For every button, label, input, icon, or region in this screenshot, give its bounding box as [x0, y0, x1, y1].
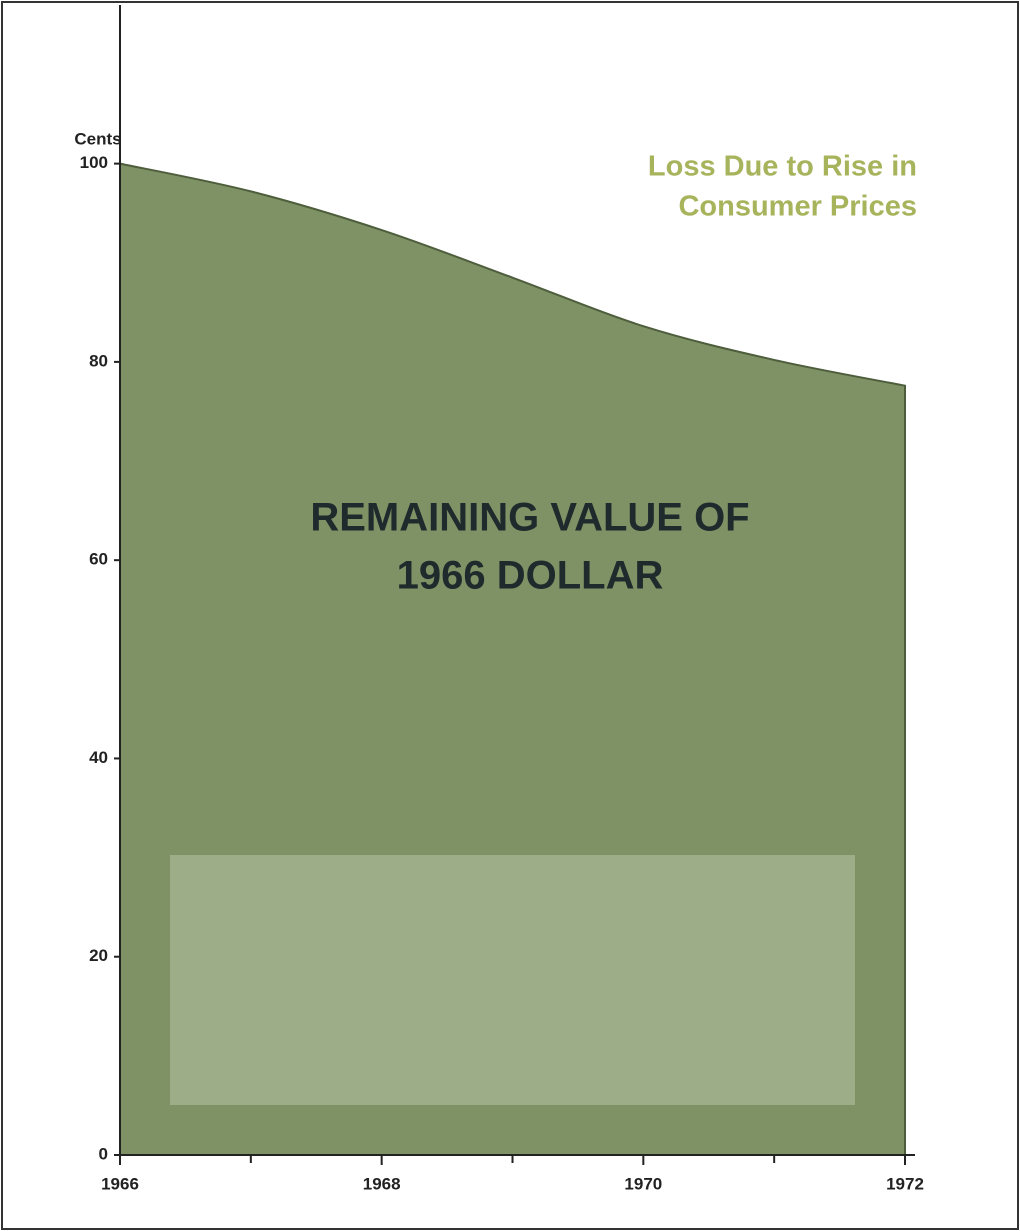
annotation: REMAINING VALUE OF: [310, 496, 749, 540]
annotation: Loss Due to Rise in: [648, 151, 917, 183]
y-tick-label: 20: [89, 946, 108, 965]
y-axis-label: Cents: [74, 129, 121, 148]
y-tick-label: 100: [80, 153, 108, 172]
y-tick-label: 60: [89, 550, 108, 569]
y-tick-label: 0: [99, 1144, 108, 1163]
x-tick-label: 1970: [624, 1174, 662, 1193]
y-tick-label: 80: [89, 351, 108, 370]
annotation: 1966 DOLLAR: [397, 554, 664, 598]
x-tick-label: 1966: [101, 1174, 139, 1193]
area: [119, 162, 906, 1156]
bill-panel: [170, 855, 855, 1105]
annotation: Consumer Prices: [678, 191, 917, 223]
y-tick-label: 40: [89, 748, 108, 767]
x-tick-label: 1972: [886, 1174, 924, 1193]
x-tick-label: 1968: [363, 1174, 401, 1193]
